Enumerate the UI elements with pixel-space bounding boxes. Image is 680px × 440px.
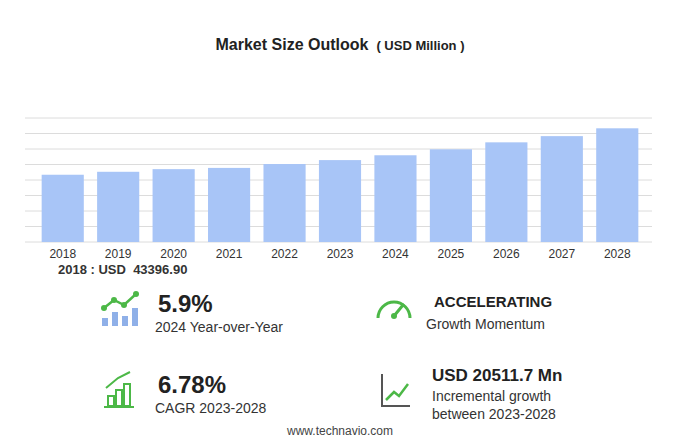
bar [263,164,305,242]
icon-part [386,384,408,400]
x-tick-label: 2025 [438,247,465,261]
x-tick-label: 2019 [105,247,132,261]
bar [97,172,139,242]
title: Market Size Outlook [215,36,368,53]
kpi-label: 2024 Year-over-Year [155,319,283,335]
footnote: www.technavio.com [286,424,393,438]
bar [374,155,416,242]
grid-line [25,133,652,134]
bars [42,128,639,242]
bar [485,142,527,242]
bar [153,169,195,242]
kpi-value: ACCELERATING [434,293,552,310]
bar [596,128,638,242]
icon-part [112,312,118,326]
icon-part [124,384,130,406]
icon-part [116,390,122,406]
x-tick-label: 2027 [548,247,575,261]
x-tick-label: 2018 [49,247,76,261]
kpi-value: 5.9% [158,290,213,317]
grid [25,118,652,242]
kpi-label: CAGR 2023-2028 [155,400,267,416]
icon-part [104,406,134,408]
bar [541,136,583,242]
x-tick-label: 2022 [271,247,298,261]
icon-part [132,308,138,326]
icon-part [122,316,128,326]
icon-part [108,396,114,406]
title-group: Market Size Outlook ( USD Million ) [215,36,464,53]
kpi-value: USD 20511.7 Mn [432,366,562,385]
chart: Market Size Outlook( USD Million )201820… [0,0,680,440]
kpi-label: Incremental growth [432,388,551,404]
x-tick-label: 2024 [382,247,409,261]
kpi-value: 6.78% [158,371,226,398]
bar [208,168,250,242]
kpis: 5.9% 2024 Year-over-Year ACCELERATING Growt… [155,290,562,422]
base-note: 2018 : USD 43396.90 [58,262,187,277]
icon-part [102,318,108,326]
icon-part [111,297,117,303]
x-tick-label: 2023 [327,247,354,261]
icon-part [378,302,410,318]
icon-part [101,305,107,311]
icon-part [382,374,410,406]
bar [430,149,472,242]
icon-part [104,294,136,308]
icon-part [133,291,139,297]
icons [101,291,410,407]
icon-part [106,372,130,388]
x-tick-label: 2026 [493,247,520,261]
subtitle: ( USD Million ) [376,38,464,53]
bar [42,175,84,242]
x-tick-label: 2028 [604,247,631,261]
bar [319,160,361,242]
icon-part [121,302,127,308]
x-tick-label: 2021 [216,247,243,261]
x-axis: 2018 2019 2020 2021 2022 2023 2024 2025 2026 2027… [49,247,631,261]
kpi-label: between 2023-2028 [432,406,556,422]
kpi-label: Growth Momentum [426,316,545,332]
x-tick-label: 2020 [160,247,187,261]
icon-part [391,313,397,319]
grid-line [25,118,652,119]
